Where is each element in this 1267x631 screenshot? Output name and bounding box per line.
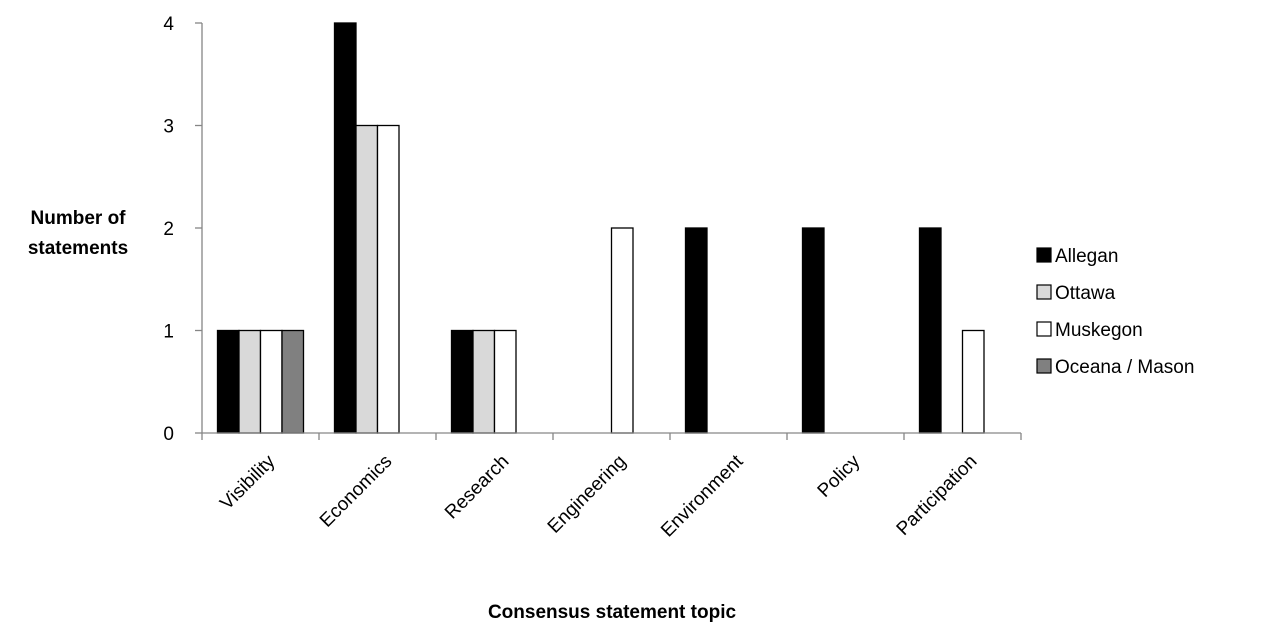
y-axis-title-line-2: statements (28, 238, 128, 259)
bar-oceana-mason-visibility (281, 329, 305, 434)
bar-allegan-participation (918, 227, 942, 434)
x-axis-title: Consensus statement topic (488, 602, 737, 623)
bar-muskegon-participation (961, 329, 985, 434)
y-tick-label: 3 (163, 117, 174, 138)
legend-swatch (1036, 247, 1052, 263)
x-tick-label: Participation (893, 451, 982, 540)
legend-swatch (1036, 284, 1052, 300)
bar-allegan-economics (333, 22, 357, 434)
legend-label: Ottawa (1055, 283, 1116, 304)
y-tick-label: 4 (163, 14, 174, 35)
legend-label: Allegan (1055, 246, 1118, 267)
x-tick-label: Visibility (216, 451, 279, 514)
legend-label: Oceana / Mason (1055, 357, 1194, 378)
legend-swatch (1036, 358, 1052, 374)
bar-ottawa-research (472, 329, 496, 434)
legend: Allegan Ottawa Muskegon Oceana / Mason (1036, 246, 1194, 378)
bar-allegan-research (450, 329, 474, 434)
y-axis-title-line-1: Number of (31, 208, 127, 229)
bars (216, 22, 985, 434)
legend-label: Muskegon (1055, 320, 1143, 341)
y-tick-label: 0 (163, 424, 174, 445)
x-tick-label: Economics (316, 451, 397, 532)
bar-ottawa-visibility (238, 329, 262, 434)
x-axis-ticks (201, 433, 1022, 440)
x-tick-label: Environment (657, 451, 748, 542)
bar-ottawa-economics (355, 124, 379, 434)
x-tick-label: Policy (814, 451, 865, 502)
legend-swatch (1036, 321, 1052, 337)
x-axis-tick-labels: Visibility Economics Research Engineering En… (216, 451, 981, 542)
bar-muskegon-economics (376, 124, 400, 434)
y-tick-label: 1 (163, 322, 174, 343)
bar-muskegon-research (493, 329, 517, 434)
bar-allegan-policy (801, 227, 825, 434)
y-axis-ticks: 0 1 2 3 4 (163, 14, 202, 445)
x-tick-label: Research (441, 451, 513, 523)
bar-muskegon-engineering (610, 227, 634, 434)
bar-allegan-environment (684, 227, 708, 434)
bar-muskegon-visibility (259, 329, 283, 434)
bar-allegan-visibility (216, 329, 240, 434)
y-tick-label: 2 (163, 219, 174, 240)
x-tick-label: Engineering (544, 451, 631, 538)
